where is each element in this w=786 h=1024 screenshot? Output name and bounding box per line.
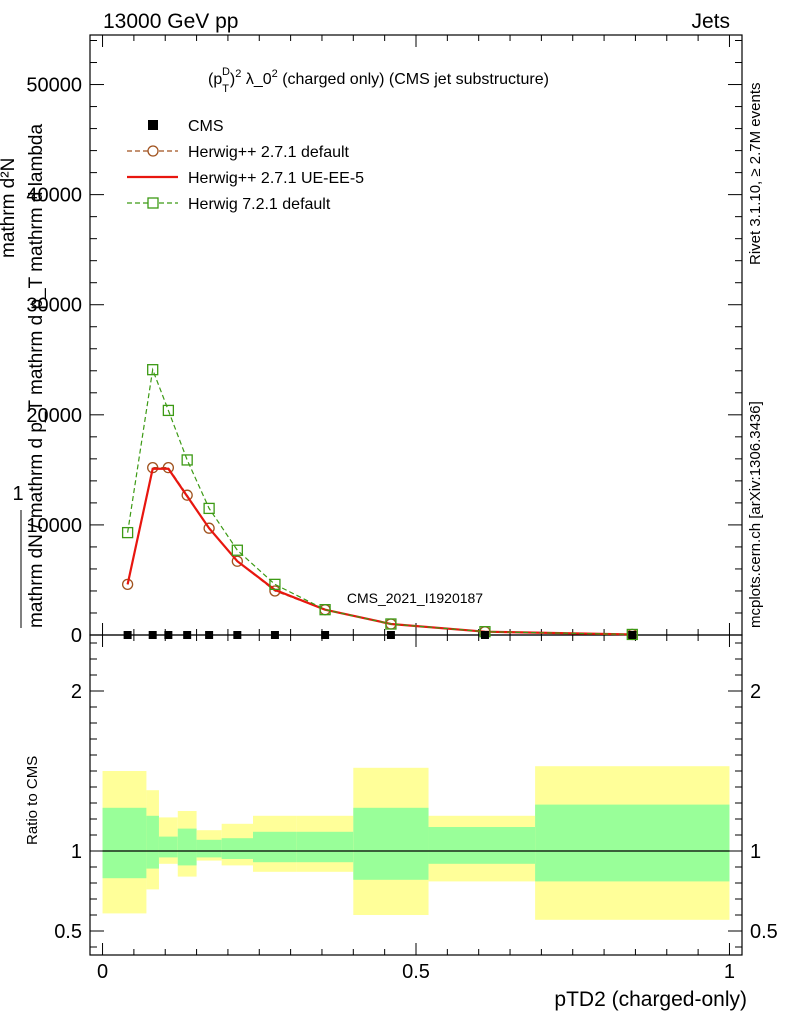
- series-0-point: [162, 462, 175, 474]
- ratio-band-green-6: [253, 831, 297, 863]
- series-0-point: [231, 555, 243, 567]
- series-2-point: [203, 502, 215, 515]
- cms-data-point: [270, 631, 279, 639]
- series-2-point: [231, 544, 243, 556]
- legend-marker-0: [148, 120, 158, 130]
- ratio-ytick-label-right: 2: [750, 681, 761, 703]
- ratio-band-green-7: [296, 831, 354, 863]
- cms-data-point: [628, 631, 637, 639]
- legend-label-2: Herwig++ 2.7.1 UE-EE-5: [188, 170, 364, 187]
- xlabel: pTD2 (charged-only): [554, 988, 747, 1011]
- cms-data-point: [123, 631, 132, 639]
- mc-series: [121, 364, 638, 641]
- cms-data-point: [148, 631, 157, 639]
- plot-title-mid: ): [230, 71, 235, 88]
- series-2-point: [626, 628, 638, 641]
- header-right: Jets: [691, 10, 730, 33]
- ratio-ytick-label-right: 1: [750, 841, 761, 863]
- ratio-band-green-10: [535, 804, 730, 882]
- ratio-band-green-9: [428, 827, 536, 864]
- ratio-band-green-3: [177, 828, 197, 866]
- main-ytick-label: 40000: [26, 185, 82, 207]
- series-0-point: [203, 522, 215, 534]
- legend-label-1: Herwig++ 2.7.1 default: [188, 144, 350, 161]
- plot-title: (pTD)2 λ_02 (charged only) (CMS jet subs…: [208, 66, 549, 95]
- ratio-band-green-5: [221, 838, 253, 859]
- legend: CMS Herwig++ 2.7.1 default Herwig++ 2.7.1 …: [127, 118, 364, 213]
- ratio-band-green-4: [196, 839, 222, 858]
- ratio-ytick-label-left: 1: [71, 841, 82, 863]
- plot-title-sub1: T: [222, 83, 229, 95]
- plot-title-tail: (charged only) (CMS jet substructure): [278, 71, 549, 88]
- ratio-band-green-1: [146, 815, 159, 869]
- xtick-label: 0.5: [402, 961, 430, 983]
- legend-label-3: Herwig 7.2.1 default: [188, 196, 331, 213]
- rivet-version-text: Rivet 3.1.10, ≥ 2.7M events: [747, 83, 764, 266]
- legend-marker-3: [147, 197, 159, 209]
- ylabel-main-numerator: 1: [12, 483, 23, 505]
- cms-data-points: [123, 631, 637, 639]
- ratio-bands: [102, 766, 730, 920]
- series-line-2: [127, 367, 633, 636]
- legend-label-0: CMS: [188, 118, 224, 135]
- plot-title-sup2: 2: [235, 68, 241, 80]
- ratio-ytick-label-left: 2: [71, 681, 82, 703]
- plot-title-sup1: D: [222, 66, 230, 78]
- cms-data-point: [386, 631, 395, 639]
- series-line-0: [127, 467, 633, 636]
- main-ytick-label: 50000: [26, 75, 82, 97]
- ratio-band-green-2: [158, 836, 178, 858]
- cms-data-point: [164, 631, 173, 639]
- series-2-point: [162, 404, 175, 417]
- series-2-point: [147, 364, 159, 376]
- axis-tick-labels: 0 10000 20000 30000 40000 50000 0.5 0.5 1 1 2 2 0 0.5…: [26, 75, 777, 983]
- main-ytick-label: 0: [71, 625, 82, 647]
- cms-data-point: [183, 631, 192, 639]
- axis-ticks: [90, 35, 742, 955]
- series-2-point: [269, 578, 281, 591]
- xtick-label: 1: [724, 961, 735, 983]
- series-2-point: [385, 618, 397, 630]
- main-ytick-label: 10000: [26, 515, 82, 537]
- ratio-ytick-label-right: 0.5: [750, 921, 778, 943]
- ratio-band-green-8: [353, 807, 429, 880]
- plot-title-base: (p: [208, 71, 222, 88]
- cms-data-point: [321, 631, 330, 639]
- main-ytick-label: 20000: [26, 405, 82, 427]
- series-line-1: [126, 467, 633, 636]
- mcplots-text: mcplots.cern.ch [arXiv:1306.3436]: [747, 401, 764, 628]
- xtick-label: 0: [97, 961, 108, 983]
- legend-marker-1: [147, 145, 159, 157]
- ylabel-main-top: mathrm d²N: [0, 158, 19, 258]
- plot-title-sup3: 2: [272, 68, 278, 80]
- ylabel-ratio: Ratio to CMS: [24, 756, 41, 845]
- ylabel-main-denominator: mathrm dN / mathrm d p_T mathrm d p_T ma…: [26, 124, 47, 628]
- plot-title-rest: λ_0: [241, 71, 271, 88]
- series-0-point: [181, 489, 193, 501]
- cms-data-point: [205, 631, 214, 639]
- series-2-point: [181, 454, 193, 466]
- header-left: 13000 GeV pp: [103, 10, 238, 33]
- ratio-band-green-0: [102, 807, 147, 879]
- series-2-point: [319, 604, 331, 616]
- cms-data-point: [233, 631, 242, 639]
- ratio-ytick-label-left: 0.5: [54, 921, 82, 943]
- watermark: CMS_2021_I1920187: [347, 590, 483, 606]
- cms-data-point: [480, 631, 489, 639]
- series-2-point: [121, 526, 134, 539]
- main-ytick-label: 30000: [26, 295, 82, 317]
